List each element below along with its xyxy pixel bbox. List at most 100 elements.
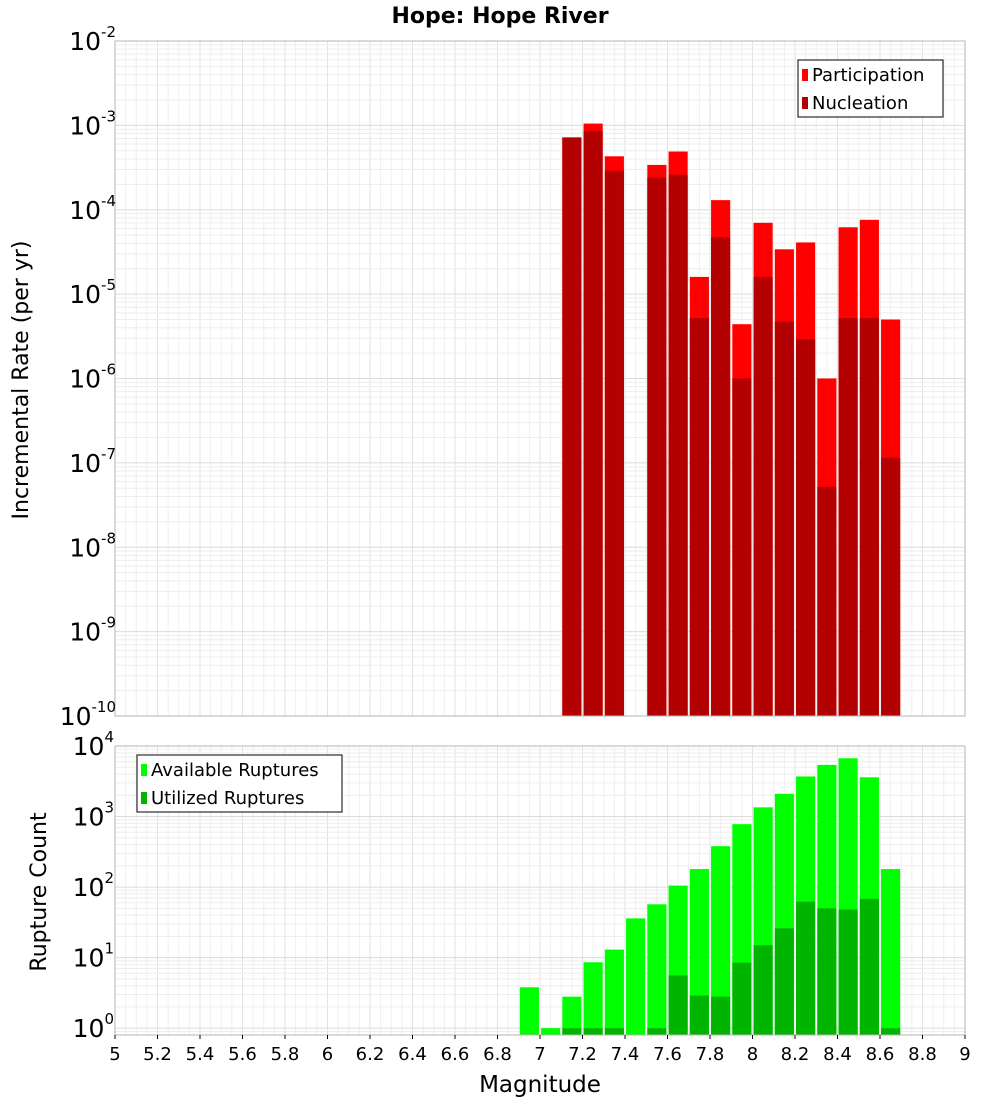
bar bbox=[541, 1028, 561, 1035]
x-tick-label: 5.4 bbox=[186, 1044, 215, 1065]
bar bbox=[774, 928, 794, 1035]
bar bbox=[583, 1028, 603, 1035]
x-tick-label: 8 bbox=[747, 1044, 758, 1065]
x-tick-label: 7.2 bbox=[568, 1044, 597, 1065]
bar bbox=[711, 846, 731, 1035]
bar bbox=[626, 918, 646, 1035]
bar bbox=[838, 909, 858, 1035]
x-tick-label: 5 bbox=[109, 1044, 120, 1065]
chart-title: Hope: Hope River bbox=[391, 4, 608, 29]
x-axis-label: Magnitude bbox=[479, 1072, 601, 1098]
x-tick-label: 6.4 bbox=[398, 1044, 427, 1065]
y-tick-label: 10-9 bbox=[69, 614, 116, 647]
bar bbox=[796, 901, 816, 1035]
rate-series-front bbox=[562, 130, 901, 717]
bar bbox=[647, 904, 667, 1035]
y-tick-label: 10-8 bbox=[69, 529, 116, 562]
y-tick-label: 104 bbox=[73, 728, 114, 761]
bar bbox=[647, 1028, 667, 1035]
x-tick-label: 7.4 bbox=[611, 1044, 640, 1065]
bar bbox=[711, 996, 731, 1035]
legend-box bbox=[136, 754, 343, 813]
bar bbox=[647, 177, 667, 716]
x-tick-label: 8.4 bbox=[823, 1044, 852, 1065]
x-tick-label: 8.6 bbox=[866, 1044, 895, 1065]
bar bbox=[689, 995, 709, 1035]
bar bbox=[838, 318, 858, 716]
x-tick-label: 7.8 bbox=[696, 1044, 725, 1065]
bar bbox=[711, 237, 731, 716]
bar bbox=[817, 486, 837, 716]
bar bbox=[753, 276, 773, 716]
bar bbox=[732, 378, 752, 716]
bar bbox=[881, 869, 901, 1035]
y-tick-label: 10-4 bbox=[69, 192, 116, 225]
bar bbox=[562, 1028, 582, 1035]
y-tick-label: 103 bbox=[73, 799, 114, 832]
legend-box bbox=[797, 59, 944, 118]
bar bbox=[753, 945, 773, 1035]
bar bbox=[583, 130, 603, 717]
x-tick-label: 6 bbox=[322, 1044, 333, 1065]
rate-grid bbox=[114, 40, 966, 717]
bar bbox=[668, 174, 688, 716]
y-tick-label: 10-10 bbox=[60, 698, 116, 731]
x-tick-label: 7.6 bbox=[653, 1044, 682, 1065]
bar bbox=[689, 318, 709, 716]
bar bbox=[583, 962, 603, 1035]
x-tick-label: 5.6 bbox=[228, 1044, 257, 1065]
x-tick-label: 6.2 bbox=[356, 1044, 385, 1065]
legend-swatch bbox=[802, 97, 808, 109]
rate-plot-frame bbox=[114, 40, 966, 717]
bar bbox=[562, 996, 582, 1035]
bar bbox=[689, 869, 709, 1035]
bar bbox=[817, 908, 837, 1035]
rate-legend: Participation Nucleation bbox=[797, 59, 944, 118]
legend-swatch bbox=[141, 792, 147, 804]
bar bbox=[604, 1028, 624, 1035]
legend-label: Available Ruptures bbox=[151, 760, 319, 781]
bar bbox=[732, 962, 752, 1035]
bar bbox=[562, 137, 582, 716]
legend-swatch bbox=[802, 69, 808, 81]
legend-label: Utilized Ruptures bbox=[151, 788, 304, 809]
count-x-ticks: 5 5.2 5.4 5.6 5.8 6 6.2 6.4 6.6 6.8 7 7.2 7.4 7.6 7.8 8… bbox=[109, 1035, 971, 1065]
legend-label: Nucleation bbox=[812, 93, 908, 114]
bar bbox=[796, 339, 816, 716]
legend-swatch bbox=[141, 764, 147, 776]
y-tick-label: 100 bbox=[73, 1010, 114, 1043]
count-series-front bbox=[562, 898, 901, 1035]
y-tick-label: 10-3 bbox=[69, 107, 116, 140]
legend-label: Participation bbox=[812, 65, 924, 86]
y-tick-label: 101 bbox=[73, 940, 114, 973]
count-y-axis-label: Rupture Count bbox=[27, 812, 52, 972]
bar bbox=[881, 457, 901, 716]
x-tick-label: 7 bbox=[534, 1044, 545, 1065]
x-tick-label: 6.6 bbox=[441, 1044, 470, 1065]
x-tick-label: 8.8 bbox=[908, 1044, 937, 1065]
count-legend: Available Ruptures Utilized Ruptures bbox=[136, 754, 343, 813]
x-tick-label: 5.8 bbox=[271, 1044, 300, 1065]
x-tick-label: 8.2 bbox=[781, 1044, 810, 1065]
x-tick-label: 5.2 bbox=[143, 1044, 172, 1065]
bar bbox=[859, 898, 879, 1035]
bar bbox=[519, 987, 539, 1035]
y-tick-label: 10-7 bbox=[69, 445, 116, 478]
bar bbox=[881, 1028, 901, 1035]
x-tick-label: 9 bbox=[959, 1044, 970, 1065]
bar bbox=[859, 318, 879, 716]
count-y-ticks: 100 101 102 103 104 bbox=[73, 728, 114, 1043]
y-tick-label: 102 bbox=[73, 869, 114, 902]
rate-y-ticks: 10-10 10-9 10-8 10-7 10-6 10-5 10-4 10-3 10-2 bbox=[60, 23, 116, 731]
rate-y-axis-label: Incremental Rate (per yr) bbox=[9, 241, 34, 520]
x-tick-label: 6.8 bbox=[483, 1044, 512, 1065]
y-tick-label: 10-5 bbox=[69, 276, 116, 309]
y-tick-label: 10-2 bbox=[69, 23, 116, 56]
y-tick-label: 10-6 bbox=[69, 361, 116, 394]
bar bbox=[774, 321, 794, 716]
bar bbox=[604, 170, 624, 716]
bar bbox=[604, 949, 624, 1035]
bar bbox=[668, 975, 688, 1035]
